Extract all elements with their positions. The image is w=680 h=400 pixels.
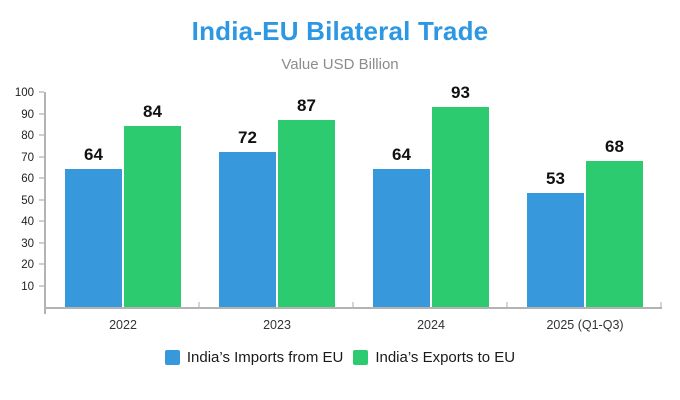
- y-tick: [39, 177, 44, 179]
- y-tick: [39, 91, 44, 93]
- y-tick: [39, 134, 44, 136]
- y-tick-label: 40: [21, 216, 34, 228]
- bar-value-label: 68: [605, 136, 624, 156]
- y-tick: [39, 112, 44, 115]
- x-tick: [506, 302, 508, 307]
- y-tick-label: 80: [21, 130, 34, 142]
- y-tick: [39, 155, 44, 158]
- imports-bar: [219, 152, 276, 307]
- imports-bar-wrap: 64: [65, 145, 122, 307]
- exports-bar: [432, 107, 489, 307]
- legend: India’s Imports from EU India’s Exports t…: [0, 349, 680, 366]
- exports-bar-wrap: 84: [124, 102, 181, 307]
- bar-value-label: 87: [297, 95, 316, 115]
- y-tick: [39, 220, 44, 222]
- legend-swatch-exports: [353, 350, 369, 365]
- imports-bar-wrap: 72: [219, 128, 276, 307]
- exports-bar: [124, 126, 181, 307]
- y-tick-label: 50: [21, 194, 34, 207]
- bar-group: 64 84: [63, 102, 183, 307]
- legend-item-exports: India’s Exports to EU: [353, 349, 515, 366]
- x-axis-label: 2023: [263, 318, 291, 332]
- y-tick: [39, 198, 44, 201]
- bar-group: 72 87: [217, 96, 337, 307]
- exports-bar-wrap: 87: [278, 96, 335, 307]
- legend-item-imports: India’s Imports from EU: [164, 349, 344, 366]
- x-axis-label: 2024: [417, 318, 445, 332]
- y-tick-label: 90: [21, 108, 34, 121]
- legend-label: India’s Exports to EU: [375, 349, 516, 366]
- y-tick: [39, 263, 44, 265]
- y-tick-label: 70: [21, 151, 34, 164]
- y-tick-label: 20: [21, 259, 34, 271]
- x-axis-label: 2022: [109, 318, 137, 332]
- imports-bar: [373, 169, 430, 307]
- plot-column: 64 84 72 87 64 93 53 68 2022 2023 2024 2025 (Q1-Q3…: [44, 83, 662, 332]
- bar-value-label: 64: [84, 145, 103, 165]
- plot-area: 64 84 72 87 64 93 53 68: [44, 83, 662, 314]
- exports-bar: [586, 160, 643, 307]
- legend-swatch-imports: [164, 350, 180, 365]
- bar-value-label: 64: [392, 145, 411, 165]
- imports-bar: [65, 169, 122, 307]
- y-tick-label: 10: [21, 280, 34, 293]
- bar-value-label: 72: [238, 128, 257, 148]
- axis-corner-tick: [44, 307, 46, 314]
- x-axis-labels: 2022 2023 2024 2025 (Q1-Q3): [44, 318, 662, 332]
- imports-bar-wrap: 64: [373, 145, 430, 307]
- chart-area: 10 20 30 40 50 60 70 80 90 100 64 84 72 87 64 93 53 68 2…: [0, 83, 680, 332]
- chart-subtitle: Value USD Billion: [281, 56, 399, 73]
- y-tick-label: 60: [21, 173, 34, 185]
- bar-group: 53 68: [525, 137, 645, 307]
- bar-value-label: 53: [546, 169, 565, 189]
- exports-bar: [278, 119, 335, 307]
- imports-bar-wrap: 53: [527, 169, 584, 307]
- x-tick: [198, 302, 200, 307]
- x-tick: [660, 302, 662, 307]
- bar-value-label: 84: [143, 102, 162, 122]
- bar-group: 64 93: [371, 83, 491, 307]
- x-tick: [352, 302, 354, 307]
- y-tick-label: 100: [14, 87, 34, 99]
- y-tick: [39, 284, 44, 287]
- y-tick-label: 30: [21, 237, 34, 250]
- exports-bar-wrap: 93: [432, 83, 489, 307]
- legend-label: India’s Imports from EU: [186, 349, 344, 366]
- chart-title: India-EU Bilateral Trade: [191, 16, 489, 46]
- bar-value-label: 93: [451, 83, 470, 103]
- x-axis-label: 2025 (Q1-Q3): [546, 318, 624, 332]
- imports-bar: [527, 193, 584, 307]
- exports-bar-wrap: 68: [586, 137, 643, 307]
- y-tick: [39, 241, 44, 244]
- y-axis: 10 20 30 40 50 60 70 80 90 100: [0, 87, 44, 309]
